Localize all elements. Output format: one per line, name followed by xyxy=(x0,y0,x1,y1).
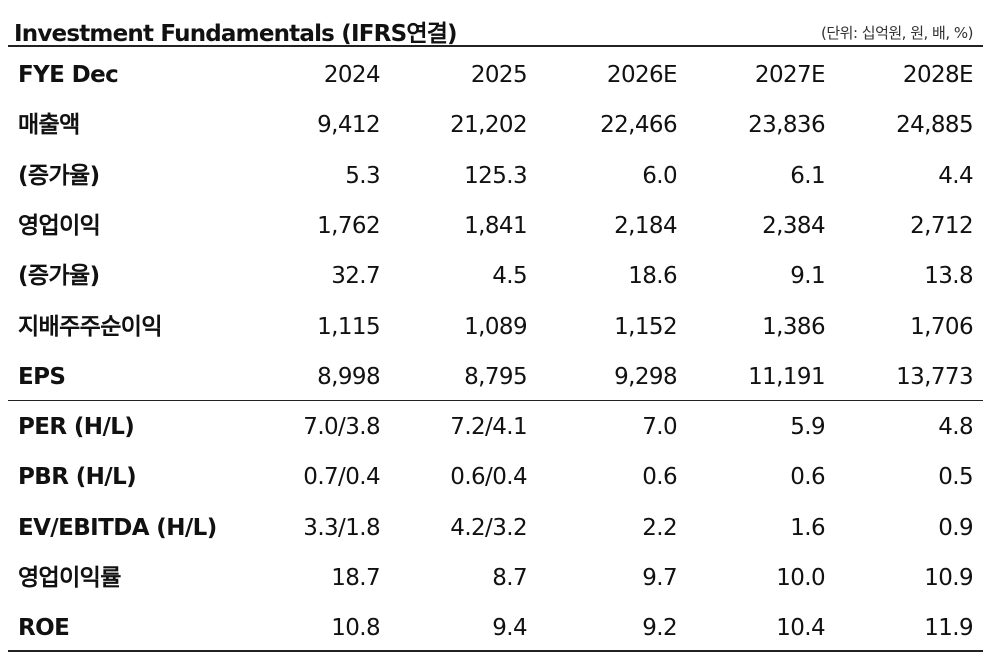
cell-value: 0.5 xyxy=(938,464,973,491)
cell-value: 2.2 xyxy=(642,514,677,541)
cell-value: 6.1 xyxy=(790,162,825,189)
cell-value: 8,998 xyxy=(317,363,380,390)
cell-value: 10.9 xyxy=(924,565,973,591)
cell-value: 0.9 xyxy=(938,514,973,541)
column-header: 2027E xyxy=(754,62,826,88)
cell-value: 0.7/0.4 xyxy=(303,464,380,491)
cell-value: 32.7 xyxy=(331,263,380,290)
cell-value: 2,712 xyxy=(910,212,973,239)
cell-value: 11.9 xyxy=(924,615,973,642)
header-label: FYE Dec xyxy=(18,62,119,88)
cell-value: 10.0 xyxy=(776,565,825,591)
cell-value: 4.8 xyxy=(938,414,973,441)
cell-value: 3.3/1.8 xyxy=(303,514,380,541)
row-label: (증가율) xyxy=(18,162,100,189)
bottom-rule xyxy=(8,650,983,652)
cell-value: 6.0 xyxy=(642,162,677,189)
row-label: PER (H/L) xyxy=(18,414,135,441)
section-rule xyxy=(8,400,983,401)
row-label: 영업이익 xyxy=(18,212,101,239)
column-header: 2025 xyxy=(470,62,528,88)
cell-value: 10.4 xyxy=(776,615,825,642)
row-label: 지배주주순이익 xyxy=(18,313,163,340)
cell-value: 2,184 xyxy=(614,212,677,239)
cell-value: 0.6 xyxy=(790,464,825,491)
cell-value: 21,202 xyxy=(450,112,527,139)
cell-value: 18.6 xyxy=(628,263,677,290)
cell-value: 9.7 xyxy=(642,565,677,591)
cell-value: 9.2 xyxy=(642,615,677,642)
cell-value: 10.8 xyxy=(331,615,380,642)
cell-value: 0.6 xyxy=(642,464,677,491)
cell-value: 1,706 xyxy=(910,313,973,340)
cell-value: 4.2/3.2 xyxy=(450,514,527,541)
cell-value: 7.0 xyxy=(642,414,677,441)
unit-note: (단위: 십억원, 원, 배, %) xyxy=(821,24,974,42)
cell-value: 7.0/3.8 xyxy=(303,414,380,441)
cell-value: 125.3 xyxy=(464,162,527,189)
cell-value: 1,089 xyxy=(464,313,527,340)
cell-value: 8.7 xyxy=(492,565,527,591)
cell-value: 0.6/0.4 xyxy=(450,464,527,491)
cell-value: 1.6 xyxy=(790,514,825,541)
cell-value: 1,841 xyxy=(464,212,527,239)
row-label: (증가율) xyxy=(18,263,100,290)
cell-value: 9,412 xyxy=(317,112,380,139)
cell-value: 13.8 xyxy=(924,263,973,290)
cell-value: 2,384 xyxy=(762,212,825,239)
cell-value: 11,191 xyxy=(748,363,825,390)
cell-value: 1,115 xyxy=(317,313,380,340)
cell-value: 5.3 xyxy=(345,162,380,189)
top-rule xyxy=(8,45,983,47)
row-label: PBR (H/L) xyxy=(18,464,137,491)
table-title: Investment Fundamentals (IFRS연결) xyxy=(14,21,458,47)
cell-value: 8,795 xyxy=(464,363,527,390)
cell-value: 1,386 xyxy=(762,313,825,340)
column-header: 2028E xyxy=(902,62,974,88)
cell-value: 23,836 xyxy=(748,112,825,139)
column-header: 2024 xyxy=(323,62,381,88)
row-label: 영업이익률 xyxy=(18,565,121,591)
cell-value: 9.4 xyxy=(492,615,527,642)
cell-value: 9.1 xyxy=(790,263,825,290)
cell-value: 24,885 xyxy=(896,112,973,139)
cell-value: 13,773 xyxy=(896,363,973,390)
column-header: 2026E xyxy=(606,62,678,88)
cell-value: 18.7 xyxy=(331,565,380,591)
cell-value: 4.4 xyxy=(938,162,973,189)
row-label: EV/EBITDA (H/L) xyxy=(18,514,217,541)
cell-value: 1,152 xyxy=(614,313,677,340)
cell-value: 5.9 xyxy=(790,414,825,441)
row-label: 매출액 xyxy=(18,112,80,139)
row-label: EPS xyxy=(18,363,66,390)
row-label: ROE xyxy=(18,615,70,642)
cell-value: 1,762 xyxy=(317,212,380,239)
cell-value: 7.2/4.1 xyxy=(450,414,527,441)
cell-value: 9,298 xyxy=(614,363,677,390)
cell-value: 4.5 xyxy=(492,263,527,290)
cell-value: 22,466 xyxy=(600,112,677,139)
